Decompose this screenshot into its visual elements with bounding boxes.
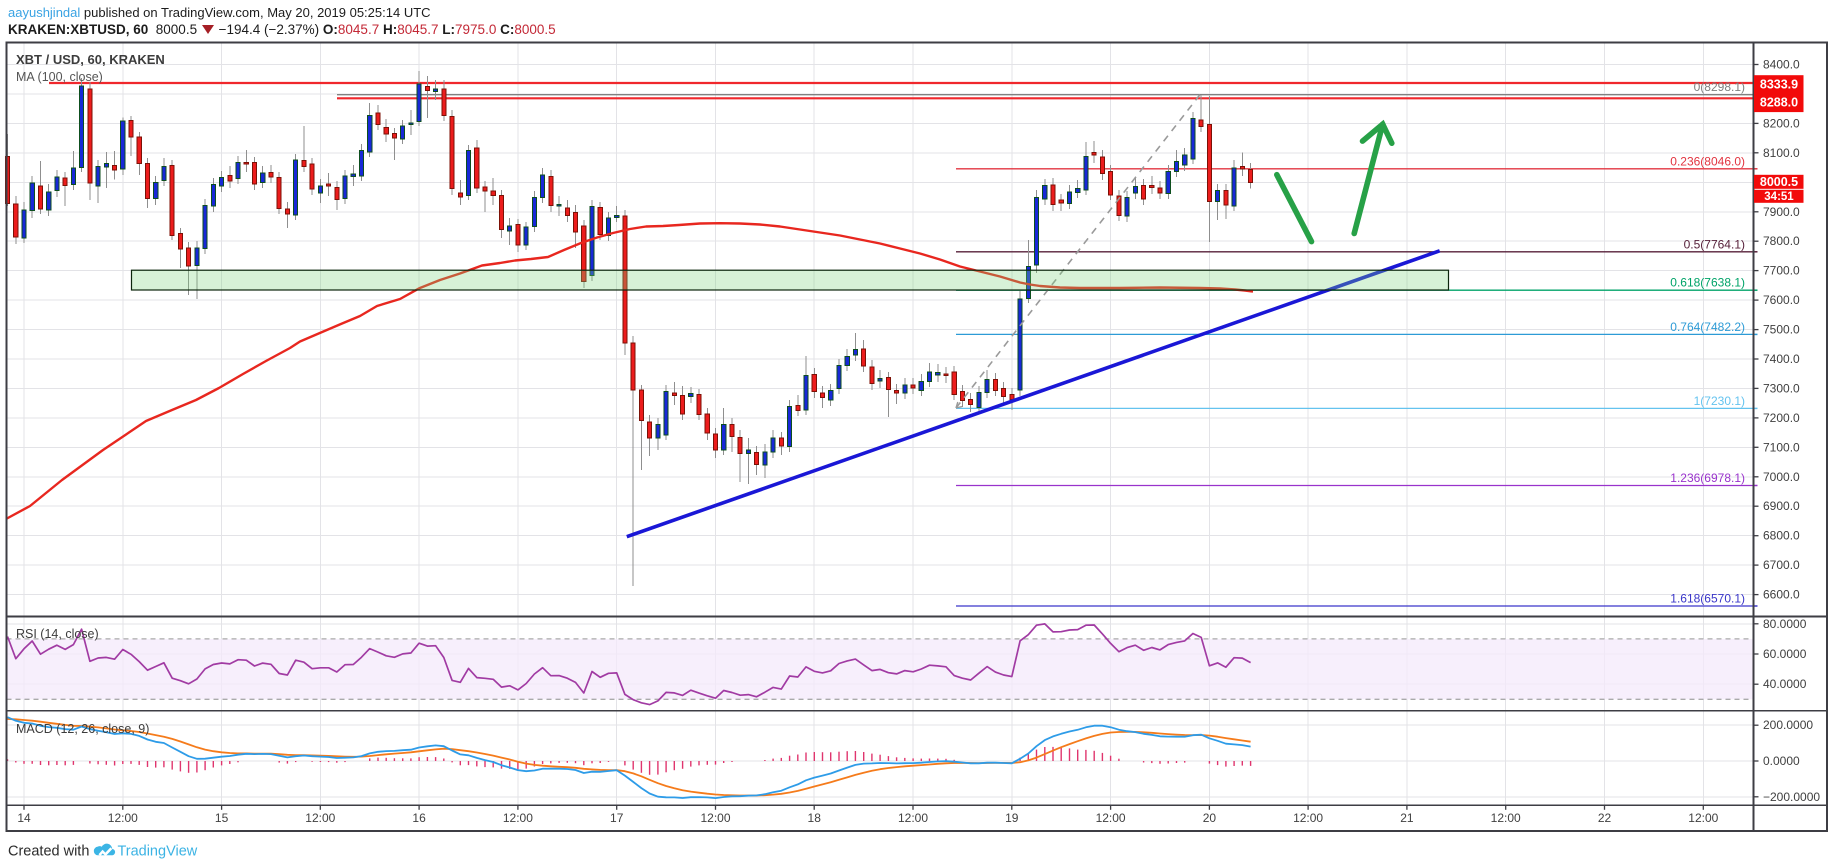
svg-text:19: 19 bbox=[1005, 811, 1019, 825]
svg-text:8400.0: 8400.0 bbox=[1763, 58, 1800, 72]
svg-text:7900.0: 7900.0 bbox=[1763, 205, 1800, 219]
svg-text:0.764(7482.2): 0.764(7482.2) bbox=[1670, 320, 1745, 334]
svg-text:40.0000: 40.0000 bbox=[1763, 677, 1807, 691]
svg-text:12:00: 12:00 bbox=[108, 811, 138, 825]
svg-text:21: 21 bbox=[1400, 811, 1414, 825]
svg-text:12:00: 12:00 bbox=[1293, 811, 1323, 825]
svg-text:0.236(8046.0): 0.236(8046.0) bbox=[1670, 154, 1745, 168]
svg-text:200.0000: 200.0000 bbox=[1763, 718, 1813, 732]
svg-text:6600.0: 6600.0 bbox=[1763, 588, 1800, 602]
svg-text:60.0000: 60.0000 bbox=[1763, 647, 1807, 661]
svg-text:8000.5: 8000.5 bbox=[1760, 175, 1798, 189]
svg-text:12:00: 12:00 bbox=[898, 811, 928, 825]
svg-text:15: 15 bbox=[215, 811, 229, 825]
svg-text:0.0000: 0.0000 bbox=[1763, 754, 1800, 768]
svg-text:6900.0: 6900.0 bbox=[1763, 499, 1800, 513]
svg-text:8333.9: 8333.9 bbox=[1760, 78, 1798, 92]
svg-text:34:51: 34:51 bbox=[1764, 191, 1794, 203]
svg-text:20: 20 bbox=[1203, 811, 1217, 825]
svg-text:8288.0: 8288.0 bbox=[1760, 96, 1798, 110]
svg-text:6800.0: 6800.0 bbox=[1763, 529, 1800, 543]
svg-text:7200.0: 7200.0 bbox=[1763, 411, 1800, 425]
svg-text:7600.0: 7600.0 bbox=[1763, 293, 1800, 307]
svg-text:12:00: 12:00 bbox=[1688, 811, 1718, 825]
svg-text:XBT / USD, 60, KRAKEN: XBT / USD, 60, KRAKEN bbox=[16, 52, 165, 67]
svg-text:14: 14 bbox=[17, 811, 31, 825]
svg-text:17: 17 bbox=[610, 811, 624, 825]
svg-text:7800.0: 7800.0 bbox=[1763, 234, 1800, 248]
svg-text:18: 18 bbox=[808, 811, 822, 825]
svg-text:80.0000: 80.0000 bbox=[1763, 617, 1807, 631]
svg-text:8100.0: 8100.0 bbox=[1763, 146, 1800, 160]
svg-text:7700.0: 7700.0 bbox=[1763, 264, 1800, 278]
svg-text:0.618(7638.1): 0.618(7638.1) bbox=[1670, 276, 1745, 290]
svg-text:MACD (12, 26, close, 9): MACD (12, 26, close, 9) bbox=[16, 722, 149, 736]
svg-text:12:00: 12:00 bbox=[503, 811, 533, 825]
svg-text:7500.0: 7500.0 bbox=[1763, 323, 1800, 337]
svg-text:12:00: 12:00 bbox=[305, 811, 335, 825]
svg-text:7300.0: 7300.0 bbox=[1763, 381, 1800, 395]
svg-text:12:00: 12:00 bbox=[1096, 811, 1126, 825]
svg-text:0(8298.1): 0(8298.1) bbox=[1694, 80, 1745, 94]
svg-text:7400.0: 7400.0 bbox=[1763, 352, 1800, 366]
svg-text:0.5(7764.1): 0.5(7764.1) bbox=[1684, 237, 1745, 251]
svg-text:8200.0: 8200.0 bbox=[1763, 116, 1800, 130]
svg-text:7000.0: 7000.0 bbox=[1763, 470, 1800, 484]
svg-text:RSI (14, close): RSI (14, close) bbox=[16, 627, 99, 641]
svg-text:7100.0: 7100.0 bbox=[1763, 440, 1800, 454]
svg-text:1.618(6570.1): 1.618(6570.1) bbox=[1670, 592, 1745, 606]
svg-text:22: 22 bbox=[1598, 811, 1612, 825]
svg-text:16: 16 bbox=[412, 811, 426, 825]
svg-text:12:00: 12:00 bbox=[1491, 811, 1521, 825]
svg-text:1(7230.1): 1(7230.1) bbox=[1694, 394, 1745, 408]
svg-text:1.236(6978.1): 1.236(6978.1) bbox=[1670, 471, 1745, 485]
svg-text:6700.0: 6700.0 bbox=[1763, 558, 1800, 572]
svg-text:−200.0000: −200.0000 bbox=[1763, 790, 1820, 804]
svg-text:MA (100, close): MA (100, close) bbox=[16, 70, 103, 84]
svg-text:12:00: 12:00 bbox=[700, 811, 730, 825]
